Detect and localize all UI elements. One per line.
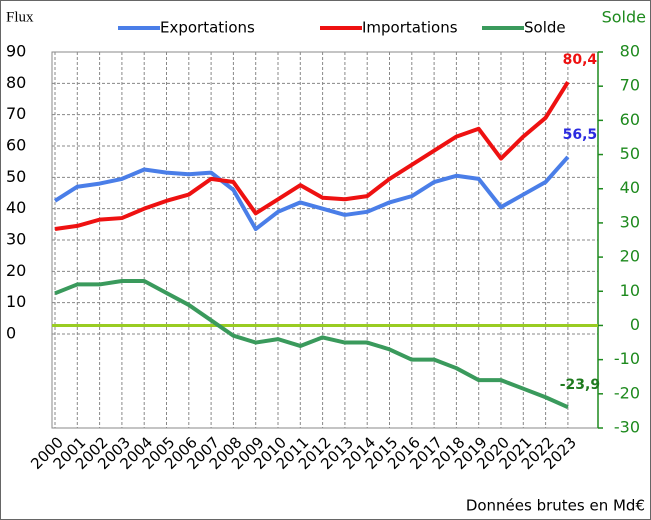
- legend-label: Exportations: [160, 19, 255, 37]
- y2-tick-label: 70: [620, 76, 640, 95]
- y2-tick-label: 30: [620, 212, 640, 231]
- y-tick-label: 60: [6, 136, 26, 155]
- series-line: [54, 279, 569, 409]
- y-axis-label: Flux: [6, 9, 34, 25]
- y-tick-label: 80: [6, 73, 26, 92]
- value-label: -23,9: [560, 377, 600, 393]
- y2-axis-label: Solde: [602, 8, 646, 27]
- y2-tick-label: 10: [620, 281, 640, 300]
- y-tick-label: 30: [6, 230, 26, 249]
- y2-tick-label: 60: [620, 110, 640, 129]
- footnote: Données brutes en Md€: [466, 497, 645, 515]
- series-line: [53, 155, 570, 232]
- y2-tick-label: 0: [630, 315, 640, 334]
- y-tick-label: 0: [6, 324, 16, 343]
- y2-tick-label: -30: [614, 418, 640, 437]
- y-tick-label: 50: [6, 167, 26, 186]
- y2-tick-label: 40: [620, 178, 640, 197]
- value-label: 80,4: [563, 52, 598, 68]
- y2-tick-label: 20: [620, 247, 640, 266]
- value-label: 56,5: [563, 127, 598, 143]
- y-tick-label: 40: [6, 198, 26, 217]
- y2-tick-label: 50: [620, 144, 640, 163]
- y-tick-label: 10: [6, 292, 26, 311]
- legend-label: Solde: [524, 19, 566, 37]
- y2-tick-label: -20: [614, 383, 640, 402]
- y-tick-label: 70: [6, 104, 26, 123]
- y2-tick-label: -10: [614, 349, 640, 368]
- y-tick-label: 90: [6, 42, 26, 61]
- series-line: [54, 81, 570, 232]
- y-tick-label: 20: [6, 261, 26, 280]
- y2-tick-label: 80: [620, 42, 640, 61]
- legend-label: Importations: [362, 19, 458, 37]
